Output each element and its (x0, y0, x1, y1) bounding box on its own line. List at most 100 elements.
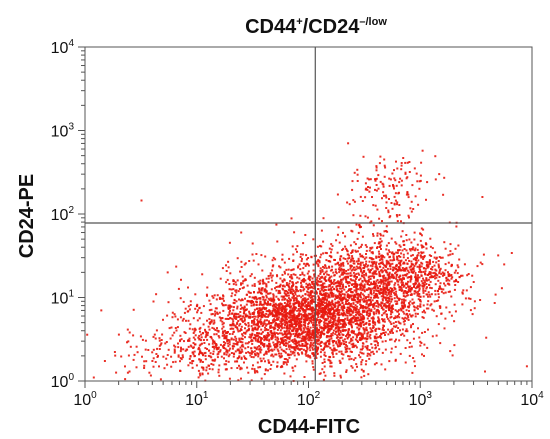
data-point (231, 312, 234, 315)
data-point (221, 302, 224, 305)
data-point (208, 367, 211, 370)
data-point (264, 326, 266, 329)
data-point (265, 294, 268, 297)
data-point (370, 301, 372, 303)
data-point (241, 315, 244, 318)
data-point (330, 332, 333, 335)
data-point (176, 326, 179, 329)
data-point (307, 354, 310, 357)
data-point (289, 327, 292, 330)
data-point (352, 343, 354, 346)
data-point (255, 300, 258, 303)
data-point (357, 259, 360, 262)
data-point (357, 288, 359, 291)
data-point (312, 309, 315, 312)
data-point (337, 326, 340, 329)
data-point (284, 293, 287, 296)
data-point (278, 306, 281, 309)
data-point (260, 320, 263, 323)
data-point (232, 327, 235, 330)
data-point (272, 294, 275, 297)
data-point (316, 336, 319, 339)
data-point (232, 283, 235, 286)
data-point (251, 332, 254, 335)
data-point (293, 299, 296, 302)
data-point (179, 334, 182, 337)
data-point (320, 276, 323, 279)
data-point (354, 309, 357, 311)
data-point (244, 357, 246, 360)
data-point (494, 293, 497, 296)
data-point (270, 330, 273, 333)
data-point (393, 340, 396, 343)
data-point (319, 372, 322, 375)
data-point (333, 305, 336, 308)
data-point (269, 274, 272, 277)
data-point (407, 285, 410, 288)
data-point (309, 302, 312, 305)
data-point (294, 365, 297, 368)
data-point (342, 309, 345, 312)
data-point (158, 339, 161, 342)
data-point (155, 353, 158, 355)
data-point (431, 335, 434, 338)
data-point (321, 362, 324, 364)
data-point (444, 291, 447, 294)
data-point (187, 364, 190, 367)
data-point (332, 304, 335, 307)
data-point (426, 286, 428, 289)
data-point (405, 309, 408, 312)
data-point (419, 340, 422, 343)
data-point (340, 294, 342, 297)
data-point (194, 343, 197, 346)
data-point (240, 367, 243, 370)
data-point (268, 345, 271, 348)
data-point (286, 323, 289, 326)
data-point (351, 326, 353, 329)
data-point (145, 360, 148, 363)
data-point (222, 325, 225, 328)
data-point (455, 225, 458, 228)
data-point (388, 198, 390, 200)
data-point (305, 263, 308, 266)
data-point (243, 331, 245, 334)
data-point (425, 264, 428, 267)
data-point (303, 312, 306, 315)
data-point (410, 265, 413, 268)
data-point (341, 268, 344, 271)
data-point (287, 294, 290, 297)
data-point (263, 299, 266, 302)
data-point (244, 262, 247, 265)
data-point (485, 336, 488, 339)
data-point (382, 191, 385, 194)
data-point (387, 281, 390, 284)
data-point (398, 299, 401, 302)
data-point (258, 340, 260, 343)
data-point (209, 335, 212, 338)
data-point (469, 286, 472, 289)
data-point (209, 321, 212, 324)
data-point (248, 341, 250, 344)
data-point (230, 367, 233, 370)
data-point (259, 309, 262, 312)
data-point (250, 347, 253, 350)
data-point (443, 176, 446, 179)
data-point (301, 302, 304, 305)
data-point (374, 330, 377, 333)
data-point (293, 320, 296, 323)
data-point (434, 155, 437, 158)
data-point (414, 258, 417, 261)
data-point (413, 231, 416, 234)
data-point (288, 340, 291, 343)
data-point (403, 284, 406, 287)
data-point (295, 282, 298, 285)
data-point (169, 337, 172, 340)
data-point (373, 282, 375, 285)
data-point (410, 200, 413, 203)
data-point (369, 278, 372, 280)
data-point (179, 297, 182, 300)
data-point (448, 279, 451, 282)
data-point (378, 252, 381, 255)
data-point (305, 319, 308, 322)
data-point (348, 257, 351, 259)
